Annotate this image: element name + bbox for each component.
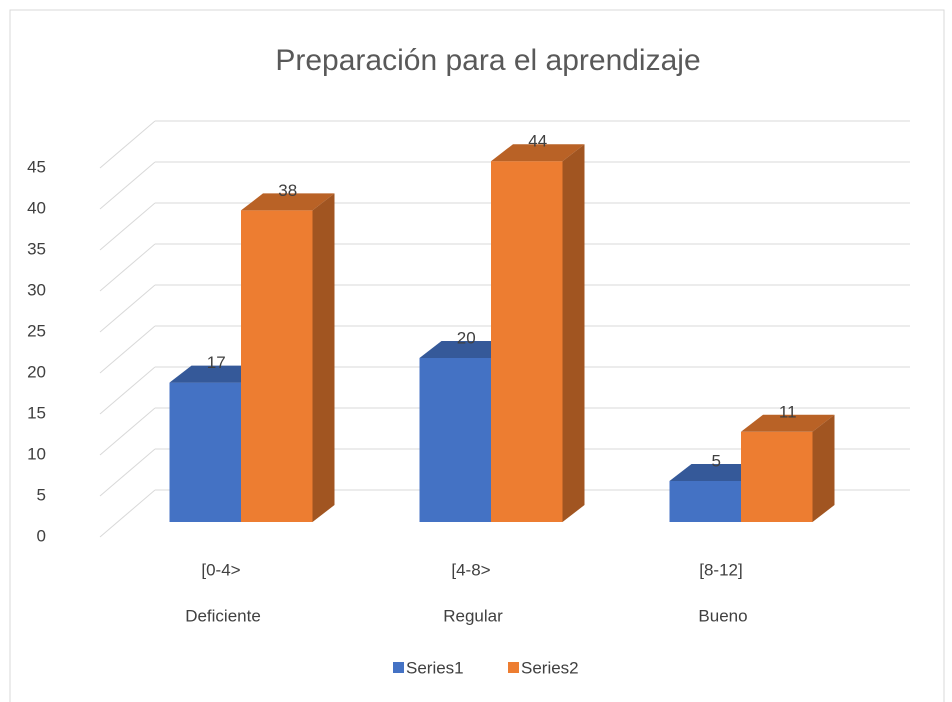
legend-swatch — [393, 662, 404, 673]
bar-front — [169, 382, 241, 522]
y-tick-label: 10 — [27, 444, 46, 463]
bar-front — [491, 161, 563, 522]
grid-line-diagonal — [99, 325, 156, 374]
chart-title: Preparación para el aprendizaje — [275, 44, 700, 77]
y-tick-label: 15 — [27, 403, 46, 422]
x-tick-label: [0-4> — [201, 560, 240, 579]
bar-front — [419, 358, 491, 522]
bar-side — [562, 144, 585, 522]
grid-line-diagonal — [99, 161, 156, 210]
y-tick-label: 25 — [27, 321, 46, 340]
bar-top — [169, 365, 263, 383]
bar-side — [812, 414, 835, 522]
data-label: 20 — [457, 328, 476, 347]
bar-top — [669, 464, 763, 481]
bar-front — [241, 210, 313, 522]
grid-line-diagonal — [99, 243, 156, 292]
legend-swatch — [508, 662, 519, 673]
x-group-label: Bueno — [698, 606, 747, 625]
data-label: 38 — [278, 181, 297, 200]
y-tick-label: 0 — [37, 526, 46, 545]
bar-side — [312, 193, 335, 522]
bar — [491, 144, 585, 522]
y-tick-label: 30 — [27, 280, 46, 299]
y-tick-label: 35 — [27, 239, 46, 258]
y-tick-label: 20 — [27, 362, 46, 381]
bar — [669, 464, 763, 522]
bar-top — [241, 193, 335, 211]
grid-line-diagonal — [99, 407, 156, 456]
y-tick-label: 40 — [27, 198, 46, 217]
grid-line-diagonal — [99, 284, 156, 333]
data-label: 5 — [712, 451, 721, 470]
legend-label: Series2 — [521, 658, 579, 677]
grid-line-diagonal — [99, 448, 156, 497]
bar-top — [419, 341, 513, 358]
grid-line-diagonal — [99, 366, 156, 415]
x-group-label: Regular — [443, 606, 503, 625]
x-group-label: Deficiente — [185, 606, 261, 625]
bar-front — [741, 431, 813, 522]
data-label: 17 — [207, 353, 226, 372]
bar-top — [741, 414, 835, 432]
bar-front — [669, 481, 741, 522]
data-label: 44 — [528, 132, 547, 151]
x-tick-label: [4-8> — [451, 560, 490, 579]
y-tick-label: 5 — [37, 485, 46, 504]
legend-label: Series1 — [406, 658, 464, 677]
data-label: 11 — [779, 402, 797, 421]
grid-line-diagonal — [99, 120, 156, 169]
grid-line-diagonal — [99, 489, 156, 538]
y-tick-label: 45 — [27, 157, 46, 176]
x-tick-label: [8-12] — [699, 560, 742, 579]
bar-top — [491, 144, 585, 162]
bar — [241, 193, 335, 522]
bar — [741, 414, 835, 522]
grid-line-diagonal — [99, 202, 156, 251]
